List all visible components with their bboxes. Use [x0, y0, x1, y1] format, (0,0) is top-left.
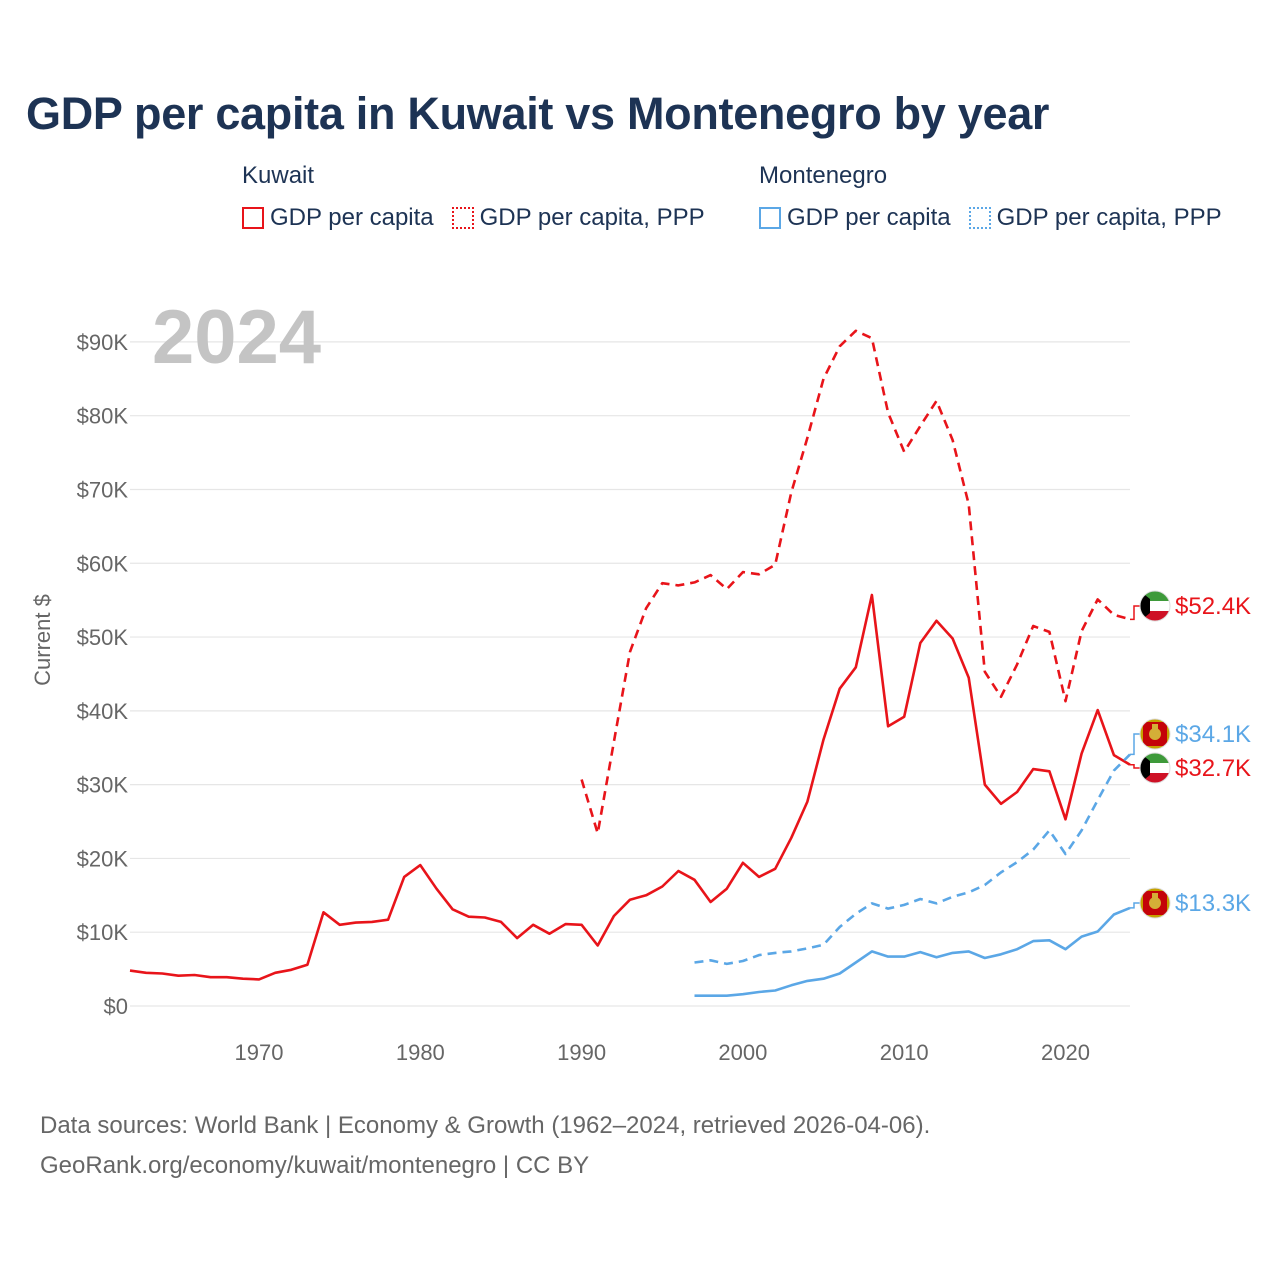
end-connector: [1130, 902, 1140, 909]
y-axis-ticks: $0 $10K $20K $30K $40K $50K $60K $70K $80K $90K: [77, 330, 129, 1019]
series-line-kuwait-gdp-per-capita[interactable]: [129, 593, 1131, 981]
legend-group-title: Montenegro: [759, 162, 888, 189]
footer: Data sources: World Bank | Economy & Gro…: [40, 1106, 930, 1186]
end-value-label: $13.3K: [1175, 890, 1251, 917]
kuwait-flag-icon: [1139, 590, 1171, 622]
x-tick-label: 2000: [718, 1040, 767, 1065]
x-tick-label: 1990: [557, 1040, 606, 1065]
legend-item-montenegro-gdp-ppp[interactable]: GDP per capita, PPP: [968, 204, 1222, 232]
legend-label: GDP per capita: [270, 204, 434, 231]
footer-credit: GeoRank.org/economy/kuwait/montenegro | …: [40, 1152, 590, 1179]
series-line-montenegro-gdp-per-capita[interactable]: [694, 906, 1131, 997]
x-tick-label: 2020: [1041, 1040, 1090, 1065]
end-connector: [1130, 733, 1140, 756]
legend-swatch-dotted: [451, 207, 474, 229]
montenegro-flag-icon: [1139, 718, 1171, 750]
y-tick-label: $70K: [77, 477, 129, 502]
legend-group-kuwait: Kuwait GDP per capita GDP per capita, PP…: [242, 162, 705, 232]
series-lines: [129, 329, 1131, 997]
x-tick-label: 1980: [396, 1040, 445, 1065]
end-connector: [1130, 763, 1140, 769]
montenegro-flag-icon: [1139, 887, 1171, 919]
chart-title: GDP per capita in Kuwait vs Montenegro b…: [26, 88, 1050, 139]
legend-swatch-solid: [759, 207, 781, 229]
end-value-label: $32.7K: [1175, 755, 1251, 782]
y-tick-label: $80K: [77, 404, 129, 429]
legend-group-title: Kuwait: [242, 162, 315, 189]
y-axis-label: Current $: [30, 594, 55, 686]
legend-swatch-dotted: [968, 207, 991, 229]
series-line-kuwait-gdp-per-capita-ppp[interactable]: [580, 329, 1131, 835]
y-tick-label: $0: [104, 994, 128, 1019]
y-tick-label: $90K: [77, 330, 129, 355]
legend-label: GDP per capita: [787, 204, 951, 231]
x-tick-label: 2010: [880, 1040, 929, 1065]
end-marker-kuwait: $52.4K: [1130, 590, 1251, 622]
y-tick-label: $30K: [77, 773, 129, 798]
grid-lines: [130, 341, 1130, 1007]
y-tick-label: $20K: [77, 846, 129, 871]
y-tick-label: $60K: [77, 551, 129, 576]
x-tick-label: 1970: [235, 1040, 284, 1065]
y-tick-label: $10K: [77, 920, 129, 945]
end-value-label: $52.4K: [1175, 593, 1251, 620]
x-axis-ticks: 1970 1980 1990 2000 2010 2020: [235, 1040, 1090, 1065]
y-tick-label: $50K: [77, 625, 129, 650]
end-labels: $32.7K $52.4K $13.3K $34.1K: [1130, 590, 1251, 919]
end-marker-kuwait: $32.7K: [1130, 752, 1251, 784]
legend-item-kuwait-gdp[interactable]: GDP per capita: [242, 204, 434, 232]
end-value-label: $34.1K: [1175, 721, 1251, 748]
legend-group-montenegro: Montenegro GDP per capita GDP per capita…: [759, 162, 1222, 232]
y-tick-label: $40K: [77, 699, 129, 724]
legend-swatch-solid: [242, 207, 264, 229]
legend-item-montenegro-gdp[interactable]: GDP per capita: [759, 204, 951, 232]
end-connector: [1130, 605, 1140, 621]
kuwait-flag-icon: [1139, 752, 1171, 784]
end-marker-montenegro: $34.1K: [1130, 718, 1251, 756]
legend-item-kuwait-gdp-ppp[interactable]: GDP per capita, PPP: [451, 204, 705, 232]
end-marker-montenegro: $13.3K: [1130, 887, 1251, 919]
legend-label: GDP per capita, PPP: [479, 204, 705, 231]
legend-label: GDP per capita, PPP: [996, 204, 1222, 231]
year-watermark: 2024: [152, 295, 321, 380]
footer-sources: Data sources: World Bank | Economy & Gro…: [40, 1112, 931, 1139]
